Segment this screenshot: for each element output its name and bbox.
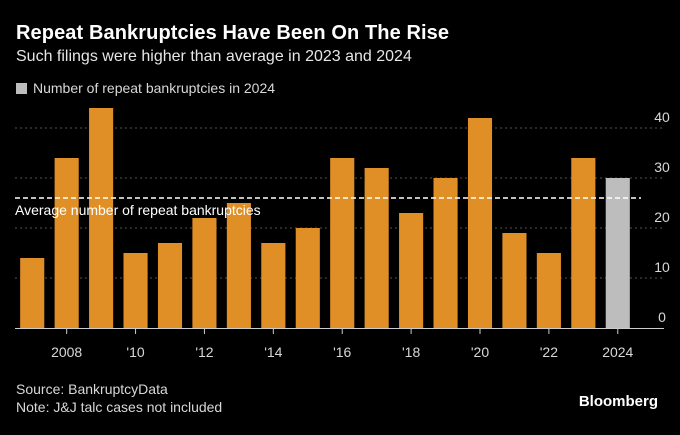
bar-2017 xyxy=(364,168,389,328)
x-tick-label-2014: '14 xyxy=(264,344,282,360)
bar-2009 xyxy=(89,108,114,328)
source-block: Source: BankruptcyData Note: J&J talc ca… xyxy=(16,380,222,416)
bar-2014 xyxy=(261,243,286,328)
x-tick-label-2010: '10 xyxy=(126,344,144,360)
bar-2013 xyxy=(226,203,251,328)
axes: 0 10 20 30 40 2008 '10 '12 '14 '16 '18 '20 '22 2024 xyxy=(15,109,670,360)
bar-2010 xyxy=(123,253,148,328)
x-tick-label-2016: '16 xyxy=(333,344,351,360)
bar-2020 xyxy=(467,118,493,328)
bar-2021 xyxy=(502,233,527,328)
bar-2012 xyxy=(192,218,217,328)
x-tick-label-2012: '12 xyxy=(195,344,213,360)
bar-2019 xyxy=(433,178,458,328)
bar-2022 xyxy=(536,253,561,328)
bar-2011 xyxy=(157,243,183,328)
bar-2015 xyxy=(295,228,320,328)
note-text: Note: J&J talc cases not included xyxy=(16,399,223,415)
bar-2023 xyxy=(571,158,596,328)
bar-2016 xyxy=(330,158,355,328)
y-tick-label-0: 0 xyxy=(658,309,666,325)
bars xyxy=(20,108,630,328)
y-tick-label-30: 30 xyxy=(654,159,670,175)
y-tick-label-10: 10 xyxy=(654,259,670,275)
chart-title: Repeat Bankruptcies Have Been On The Ris… xyxy=(16,22,450,44)
legend-swatch xyxy=(16,82,27,94)
bar-2008 xyxy=(54,158,79,328)
x-tick-label-2008: 2008 xyxy=(51,344,82,360)
bar-2007 xyxy=(20,258,45,328)
average-line-group: Average number of repeat bankruptcies xyxy=(15,197,641,218)
bar-2024 xyxy=(605,178,630,328)
legend-label: Number of repeat bankruptcies in 2024 xyxy=(33,80,276,96)
x-tick-label-2024: 2024 xyxy=(602,344,633,360)
legend: Number of repeat bankruptcies in 2024 xyxy=(16,80,275,96)
bar-2018 xyxy=(399,213,424,328)
x-tick-label-2018: '18 xyxy=(402,344,420,360)
x-tick-label-2020: '20 xyxy=(471,344,489,360)
y-tick-label-40: 40 xyxy=(654,109,670,125)
average-line-label: Average number of repeat bankruptcies xyxy=(15,202,261,218)
chart-subtitle: Such filings were higher than average in… xyxy=(16,48,412,65)
bloomberg-logo: Bloomberg xyxy=(578,393,658,410)
source-text: Source: BankruptcyData xyxy=(16,381,168,397)
x-tick-label-2022: '22 xyxy=(540,344,558,360)
y-tick-label-20: 20 xyxy=(654,209,670,225)
